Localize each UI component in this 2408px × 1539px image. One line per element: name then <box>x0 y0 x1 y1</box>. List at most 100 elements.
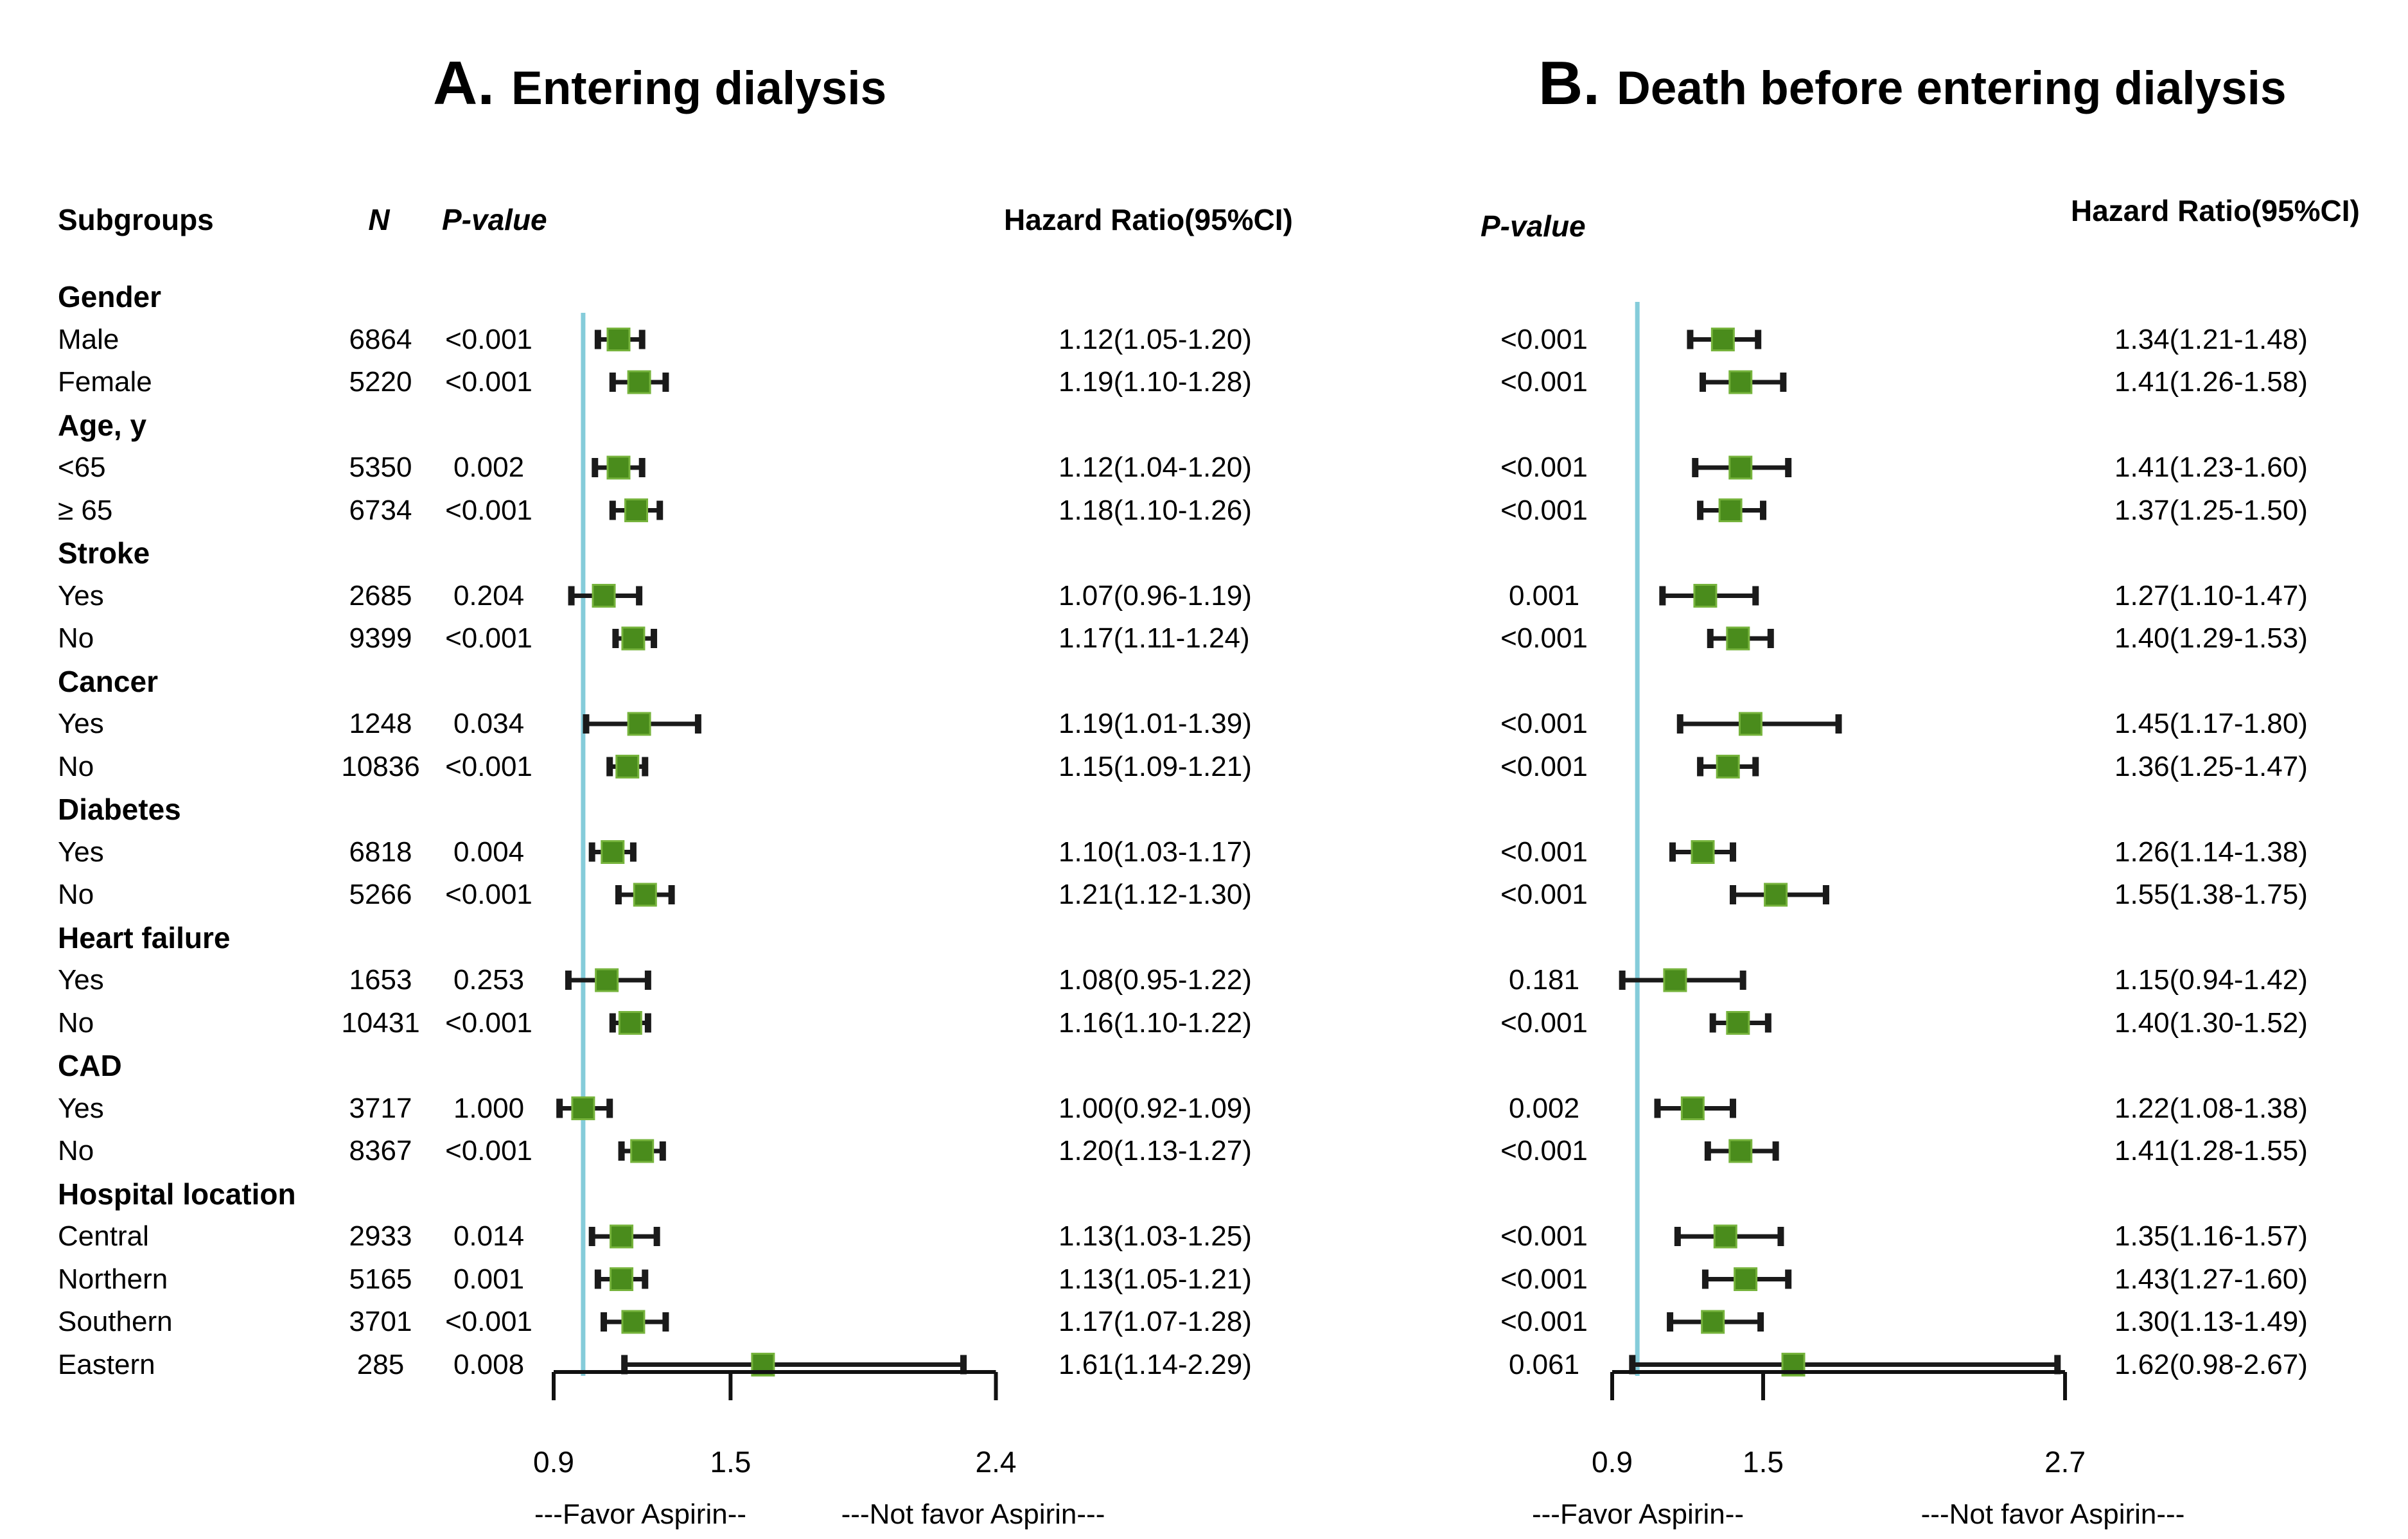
group-label: Age, y <box>58 408 147 442</box>
row-label: Eastern <box>58 1348 155 1380</box>
n-header: N <box>368 203 390 236</box>
row-hr-text-b: 1.27(1.10-1.47) <box>2114 579 2308 611</box>
hr-marker-a <box>610 1267 634 1291</box>
row-n: 2685 <box>349 579 412 611</box>
row-label: Yes <box>58 836 104 868</box>
group-label: Stroke <box>58 536 150 570</box>
row-n: 9399 <box>349 622 412 654</box>
row-hr-text-a: 1.12(1.05-1.20) <box>1059 323 1252 355</box>
group-label: Hospital location <box>58 1177 296 1211</box>
row-hr-text-a: 1.08(0.95-1.22) <box>1059 964 1252 996</box>
row-pvalue-b: 0.061 <box>1508 1348 1580 1380</box>
panel-b-title-text: Death before entering dialysis <box>1617 62 2287 114</box>
row-label: No <box>58 1135 94 1166</box>
hr-marker-b <box>1728 1139 1753 1163</box>
group-label: Diabetes <box>58 793 181 826</box>
hr-marker-a <box>618 1011 642 1035</box>
hr-marker-a <box>633 883 657 907</box>
row-n: 10836 <box>341 750 420 782</box>
row-label: Yes <box>58 964 104 996</box>
row-pvalue-a: 0.034 <box>453 708 525 739</box>
row-pvalue-a: <0.001 <box>445 1007 532 1039</box>
row-hr-text-a: 1.13(1.05-1.21) <box>1059 1263 1252 1295</box>
row-pvalue-b: <0.001 <box>1500 1306 1588 1337</box>
row-hr-text-a: 1.07(0.96-1.19) <box>1059 579 1252 611</box>
row-pvalue-b: <0.001 <box>1500 1135 1588 1166</box>
tick-label-b: 2.7 <box>2044 1445 2086 1479</box>
hazard-ratio-a-header: Hazard Ratio(95%CI) <box>1004 203 1293 236</box>
row-n: 10431 <box>341 1007 420 1039</box>
row-pvalue-a: 0.253 <box>453 964 525 996</box>
row-n: 1248 <box>349 708 412 739</box>
hazard-ratio-b-header: Hazard Ratio(95%CI) <box>2071 194 2360 227</box>
hr-marker-b <box>1716 755 1740 778</box>
row-n: 285 <box>356 1348 405 1380</box>
row-pvalue-b: <0.001 <box>1500 452 1588 483</box>
group-label: Cancer <box>58 664 158 698</box>
row-hr-text-b: 1.37(1.25-1.50) <box>2114 494 2308 526</box>
hr-marker-a <box>592 584 616 608</box>
row-n: 3701 <box>349 1306 412 1337</box>
tick-label-a: 0.9 <box>533 1445 574 1479</box>
hr-marker-a <box>615 755 640 778</box>
panel-a-title-text: Entering dialysis <box>511 62 887 114</box>
row-label: <65 <box>58 452 106 483</box>
hr-marker-b <box>1726 1011 1750 1035</box>
row-hr-text-a: 1.61(1.14-2.29) <box>1059 1348 1252 1380</box>
row-hr-text-a: 1.17(1.11-1.24) <box>1059 622 1250 654</box>
row-hr-text-b: 1.41(1.26-1.58) <box>2114 366 2308 398</box>
row-label: Female <box>58 366 152 398</box>
row-n: 6818 <box>349 836 412 868</box>
hr-marker-a <box>610 1224 634 1249</box>
row-hr-text-a: 1.20(1.13-1.27) <box>1059 1135 1252 1166</box>
row-pvalue-a: <0.001 <box>445 323 532 355</box>
row-pvalue-b: <0.001 <box>1500 1220 1588 1252</box>
hr-marker-a <box>595 968 619 992</box>
row-hr-text-b: 1.15(0.94-1.42) <box>2114 964 2308 996</box>
row-hr-text-b: 1.40(1.30-1.52) <box>2114 1007 2308 1039</box>
hr-marker-b <box>1691 840 1715 864</box>
row-pvalue-a: <0.001 <box>445 1306 532 1337</box>
row-pvalue-a: <0.001 <box>445 366 532 398</box>
row-pvalue-b: <0.001 <box>1500 750 1588 782</box>
hr-marker-b <box>1718 498 1743 522</box>
hr-marker-b <box>1728 455 1753 480</box>
group-label: Heart failure <box>58 920 231 954</box>
row-pvalue-a: 1.000 <box>453 1092 525 1124</box>
row-pvalue-a: 0.001 <box>453 1263 525 1295</box>
row-hr-text-b: 1.26(1.14-1.38) <box>2114 836 2308 868</box>
row-pvalue-b: <0.001 <box>1500 1263 1588 1295</box>
not-favor-aspirin-label-a: ---Not favor Aspirin--- <box>841 1499 1105 1530</box>
row-hr-text-b: 1.36(1.25-1.47) <box>2114 750 2308 782</box>
row-hr-text-b: 1.45(1.17-1.80) <box>2114 708 2308 739</box>
row-pvalue-b: <0.001 <box>1500 366 1588 398</box>
hr-marker-b <box>1734 1267 1758 1291</box>
not-favor-aspirin-label-b: ---Not favor Aspirin--- <box>1921 1499 2185 1530</box>
row-pvalue-b: <0.001 <box>1500 622 1588 654</box>
hr-marker-a <box>627 370 651 394</box>
row-hr-text-a: 1.13(1.03-1.25) <box>1059 1220 1252 1252</box>
row-n: 3717 <box>349 1092 412 1124</box>
row-pvalue-b: <0.001 <box>1500 708 1588 739</box>
row-label: No <box>58 1007 94 1039</box>
row-hr-text-b: 1.22(1.08-1.38) <box>2114 1092 2308 1124</box>
row-pvalue-b: <0.001 <box>1500 1007 1588 1039</box>
row-pvalue-b: 0.181 <box>1508 964 1580 996</box>
row-pvalue-b: <0.001 <box>1500 836 1588 868</box>
row-hr-text-a: 1.15(1.09-1.21) <box>1059 750 1252 782</box>
row-pvalue-b: 0.001 <box>1508 579 1580 611</box>
row-hr-text-b: 1.41(1.23-1.60) <box>2114 452 2308 483</box>
hr-marker-b <box>1663 968 1687 992</box>
row-hr-text-b: 1.62(0.98-2.67) <box>2114 1348 2308 1380</box>
row-n: 5350 <box>349 452 412 483</box>
row-pvalue-a: <0.001 <box>445 1135 532 1166</box>
row-n: 6864 <box>349 323 412 355</box>
pvalue-a-header: P-value <box>442 203 547 236</box>
row-pvalue-b: <0.001 <box>1500 879 1588 910</box>
row-n: 1653 <box>349 964 412 996</box>
row-pvalue-a: 0.002 <box>453 452 525 483</box>
row-label: No <box>58 879 94 910</box>
row-hr-text-b: 1.34(1.21-1.48) <box>2114 323 2308 355</box>
row-hr-text-a: 1.17(1.07-1.28) <box>1059 1306 1252 1337</box>
